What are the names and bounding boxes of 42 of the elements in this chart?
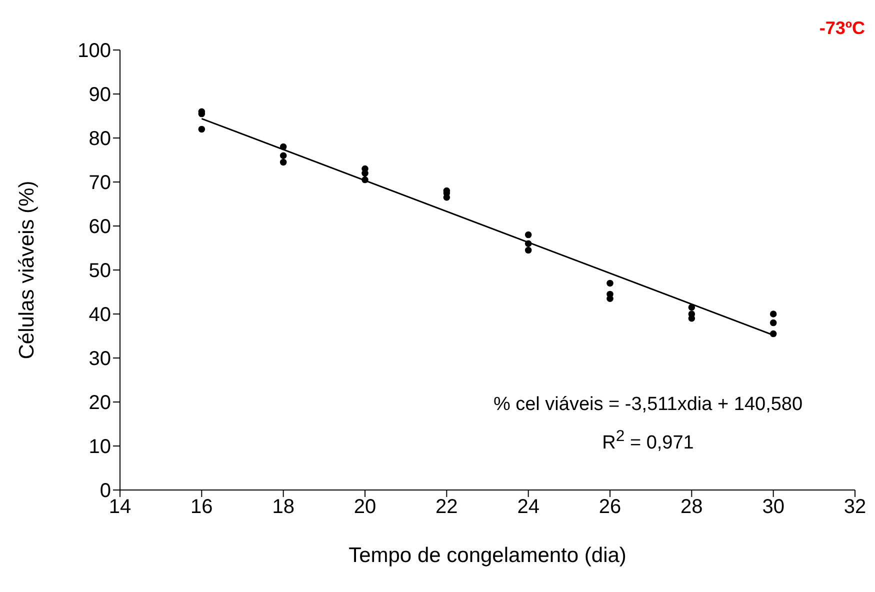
x-tick-label: 26: [598, 496, 622, 518]
x-tick-label: 16: [190, 496, 213, 518]
point: [280, 158, 287, 166]
y-tick-label: 70: [88, 172, 111, 194]
point: [688, 315, 696, 322]
y-tick-label: 40: [88, 304, 111, 326]
annotation: % cel viáveis = -3,511xdia + 140,580: [492, 394, 804, 416]
y-tick-label: 90: [88, 84, 111, 106]
point: [770, 310, 777, 318]
chart-title: -73ºC: [819, 18, 865, 39]
y-tick-label: 10: [88, 436, 111, 458]
x-tick-label: 28: [680, 496, 703, 518]
y-tick-label: 0: [100, 480, 111, 502]
x-tick-label: 24: [517, 496, 540, 518]
point: [198, 126, 206, 133]
point: [443, 194, 450, 201]
x-tick-label: 32: [844, 496, 866, 518]
x-tick-label: 14: [108, 496, 132, 518]
point: [280, 143, 287, 150]
y-tick-label: 60: [88, 216, 111, 238]
x-tick-label: 22: [436, 496, 458, 518]
point: [280, 152, 287, 159]
annotation: R$^{2}$ = 0,971: [601, 428, 695, 454]
point: [606, 295, 614, 302]
x-tick-label: 18: [272, 496, 294, 518]
point: [688, 304, 696, 311]
x-tick-label: 20: [354, 496, 376, 518]
point: [770, 319, 777, 326]
point: [524, 231, 532, 238]
point: [524, 246, 532, 254]
point: [606, 280, 614, 287]
y-tick-label: 30: [88, 348, 111, 370]
y-tick-label: 80: [88, 128, 111, 150]
point: [362, 176, 368, 184]
y-tick-label: 20: [88, 392, 111, 414]
x-axis-title: Tempo de congelamento (dia): [348, 544, 626, 567]
x-tick-label: 30: [762, 496, 784, 518]
y-axis-title: Células viáveis (%): [15, 180, 38, 360]
point: [524, 240, 532, 247]
y-tick-label: 100: [78, 40, 111, 62]
point: [770, 330, 777, 338]
y-tick-label: 50: [88, 260, 111, 282]
